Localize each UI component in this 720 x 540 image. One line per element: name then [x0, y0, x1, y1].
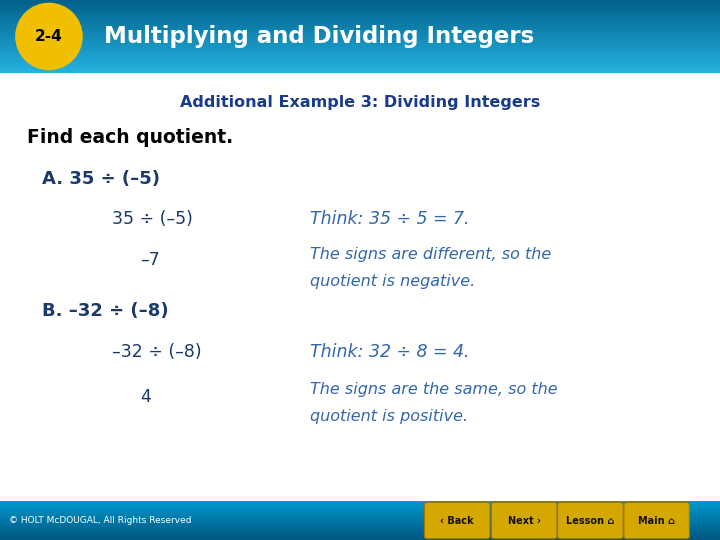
Text: The signs are different, so the: The signs are different, so the [310, 247, 551, 262]
Text: Think: 35 ÷ 5 = 7.: Think: 35 ÷ 5 = 7. [310, 210, 469, 228]
Text: The signs are the same, so the: The signs are the same, so the [310, 382, 557, 397]
Text: Find each quotient.: Find each quotient. [27, 128, 233, 147]
Text: Multiplying and Dividing Integers: Multiplying and Dividing Integers [104, 25, 535, 48]
Text: 4: 4 [140, 388, 151, 406]
Text: 35 ÷ (–5): 35 ÷ (–5) [112, 210, 192, 228]
Text: Think: 32 ÷ 8 = 4.: Think: 32 ÷ 8 = 4. [310, 343, 469, 361]
Text: Next ›: Next › [508, 516, 541, 525]
FancyBboxPatch shape [557, 502, 623, 539]
Text: B. –32 ÷ (–8): B. –32 ÷ (–8) [42, 301, 168, 320]
Text: Lesson ⌂: Lesson ⌂ [566, 516, 615, 525]
FancyBboxPatch shape [624, 502, 690, 539]
Text: A. 35 ÷ (–5): A. 35 ÷ (–5) [42, 170, 160, 188]
Text: 2-4: 2-4 [35, 29, 63, 44]
Text: quotient is positive.: quotient is positive. [310, 409, 468, 424]
Text: © HOLT McDOUGAL, All Rights Reserved: © HOLT McDOUGAL, All Rights Reserved [9, 516, 191, 525]
FancyBboxPatch shape [425, 502, 490, 539]
Text: –32 ÷ (–8): –32 ÷ (–8) [112, 343, 201, 361]
Ellipse shape [16, 3, 82, 70]
Text: Main ⌂: Main ⌂ [638, 516, 675, 525]
Text: –7: –7 [140, 251, 160, 269]
FancyBboxPatch shape [491, 502, 557, 539]
Text: quotient is negative.: quotient is negative. [310, 274, 475, 289]
Text: Additional Example 3: Dividing Integers: Additional Example 3: Dividing Integers [180, 95, 540, 110]
Text: ‹ Back: ‹ Back [441, 516, 474, 525]
